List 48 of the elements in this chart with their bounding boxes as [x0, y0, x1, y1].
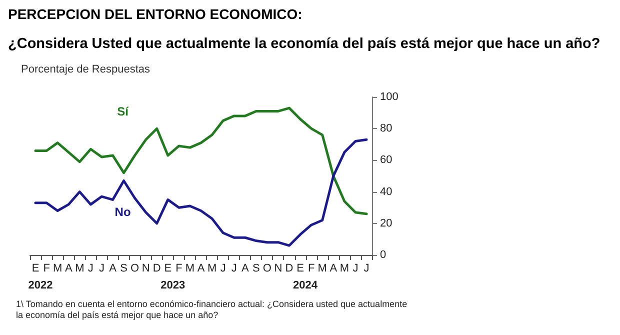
x-tick-label: S [252, 262, 260, 274]
x-tick-label: O [262, 262, 272, 274]
y-tick-label: 80 [380, 122, 392, 135]
x-tick-label: F [43, 262, 50, 274]
x-tick-label: M [185, 262, 195, 274]
x-tick-label: F [176, 262, 183, 274]
x-tick-label: J [352, 262, 358, 274]
text: 2024 [293, 280, 318, 292]
x-tick-label: M [340, 262, 350, 274]
x-tick-label: D [152, 262, 161, 274]
x-tick-label: J [231, 262, 237, 274]
x-tick-label: S [120, 262, 128, 274]
y-tick-label: 100 [380, 91, 398, 103]
y-tick-label: 0 [380, 249, 386, 261]
x-tick-label: J [88, 262, 94, 274]
x-tick-label: N [274, 262, 282, 274]
line-series [34, 106, 368, 216]
x-tick-label: M [318, 262, 327, 274]
x-tick-label: J [220, 262, 226, 274]
x-tick-label: N [142, 262, 150, 274]
y-tick-label: 20 [380, 217, 392, 230]
y-tick-label: 40 [380, 186, 392, 198]
chart-subtitle: ¿Considera Usted que actualmente la economía del país está mejor que hace un año? [8, 36, 600, 52]
series-label: No [114, 205, 131, 220]
x-tick-label: O [130, 262, 140, 274]
x-tick-label: M [52, 262, 62, 274]
x-tick-label: E [32, 262, 40, 274]
x-tick-label: E [296, 262, 304, 274]
x-tick-label: A [64, 262, 73, 274]
y-axis-title: Porcentaje de Respuestas [21, 64, 151, 76]
x-tick-label: F [308, 262, 315, 274]
text: 2023 [160, 280, 186, 292]
x-tick-label: M [207, 262, 217, 274]
x-tick-label: A [197, 262, 206, 274]
y-tick-label: 60 [380, 154, 392, 166]
x-tick-label: A [109, 262, 118, 274]
text: 1\ Tomando en cuenta el entorno económico-financiero actual: ¿Considera usted que actualmente la economía del país está mejor que hace un año? [16, 299, 408, 321]
text: Sí [117, 104, 130, 118]
x-tick-label: J [364, 262, 370, 274]
chart-title: PERCEPCION DEL ENTORNO ECONOMICO: [8, 6, 302, 22]
line-series [34, 138, 368, 247]
x-tick-label: D [285, 262, 294, 274]
x-tick-label: M [75, 262, 84, 274]
x-tick-label: J [98, 262, 104, 274]
x-tick-label: A [241, 262, 250, 274]
x-tick-label: E [164, 262, 172, 274]
x-tick-label: A [330, 262, 338, 274]
text: 2022 [28, 280, 53, 292]
